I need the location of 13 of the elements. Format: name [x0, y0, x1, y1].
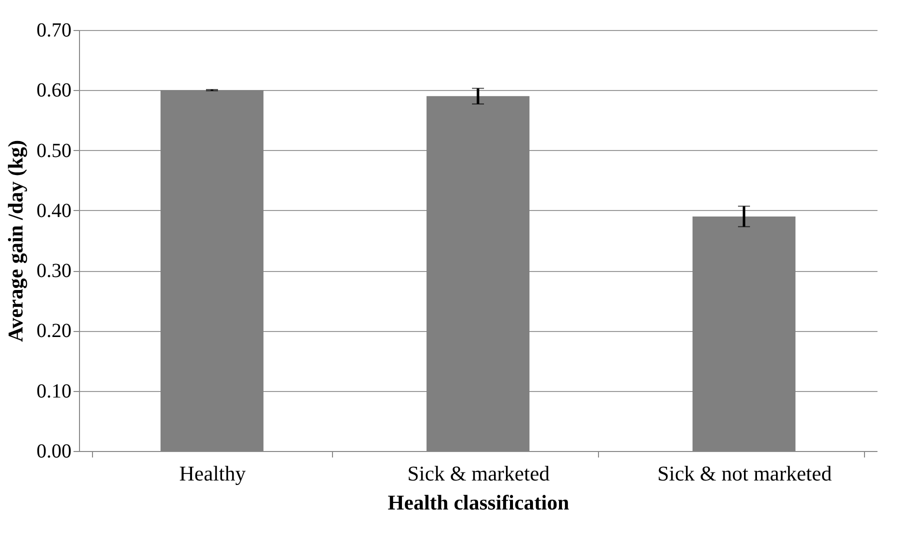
y-tick-label: 0.00 — [36, 440, 72, 462]
y-tick-label: 0.60 — [36, 80, 72, 102]
y-tick-label: 0.20 — [36, 320, 72, 342]
y-tick-label: 0.40 — [36, 200, 72, 222]
x-tick-label: Healthy — [179, 462, 246, 486]
y-tick-label: 0.30 — [36, 260, 72, 282]
y-tick-label: 0.10 — [36, 380, 72, 402]
x-tick-label: Sick & marketed — [407, 462, 550, 486]
y-tick-label: 0.50 — [36, 140, 72, 162]
y-axis-title: Average gain /day (kg) — [4, 140, 28, 342]
x-tick-label: Sick & not marketed — [657, 462, 832, 486]
y-tick-label: 0.70 — [36, 20, 72, 42]
x-axis-title: Health classification — [388, 490, 570, 514]
